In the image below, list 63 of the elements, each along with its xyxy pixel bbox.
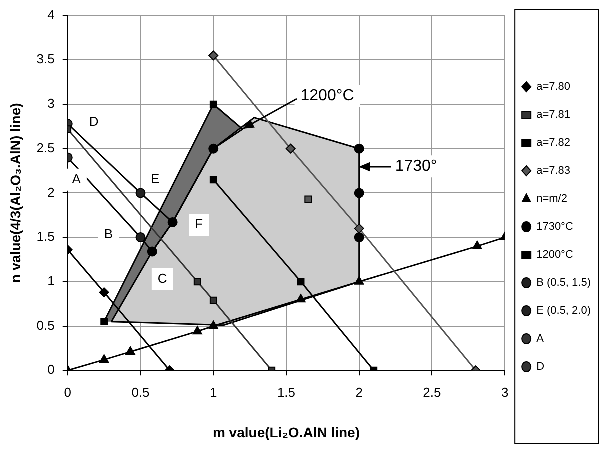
point — [354, 144, 364, 154]
point — [472, 240, 482, 250]
legend-label: D — [536, 361, 545, 374]
annotation: 1730° — [395, 158, 438, 175]
point — [354, 224, 364, 234]
annotation: 1200°C — [300, 88, 354, 105]
legend-label: a=7.81 — [536, 109, 571, 122]
x-tick-label: 0 — [64, 384, 72, 400]
point — [192, 326, 202, 335]
annotation: C — [158, 270, 168, 286]
legend-label: A — [536, 333, 545, 346]
point — [147, 246, 158, 257]
legend-label: 1730°C — [536, 221, 574, 234]
legend-label: 1200°C — [536, 249, 574, 262]
point — [296, 294, 306, 303]
point — [210, 176, 218, 184]
y-tick-label: 0.5 — [36, 318, 55, 333]
legend-label: B (0.5, 1.5) — [536, 277, 592, 290]
y-tick-label: 0 — [48, 362, 55, 378]
point — [297, 278, 305, 286]
point — [99, 354, 110, 363]
y-tick-label: 2 — [48, 184, 55, 200]
annotation: F — [195, 216, 204, 232]
annotation: A — [72, 171, 82, 186]
point — [208, 144, 219, 154]
point — [286, 144, 296, 154]
point — [354, 276, 364, 285]
point — [99, 288, 110, 298]
legend-label: E (0.5, 2.0) — [536, 305, 592, 318]
legend-label: a=7.80 — [536, 81, 571, 94]
point — [210, 296, 218, 304]
point — [210, 100, 218, 108]
annotation: E — [150, 171, 160, 186]
y-tick-label: 2.5 — [36, 140, 55, 156]
point — [136, 188, 146, 198]
annotation: D — [89, 114, 99, 129]
x-tick-label: 1.5 — [277, 384, 296, 400]
legend-label: a=7.82 — [536, 137, 571, 150]
x-tick-label: 1 — [210, 384, 218, 400]
point — [136, 232, 146, 243]
point — [208, 320, 218, 330]
y-axis-title: n value(4/3(Al₂O₃.AlN) line) — [7, 103, 24, 284]
point — [126, 346, 136, 355]
y-tick-label: 3 — [48, 96, 55, 112]
x-tick-label: 0.5 — [132, 384, 150, 400]
point — [168, 217, 178, 228]
y-tick-label: 3.5 — [36, 52, 55, 67]
legend-label: a=7.83 — [536, 165, 571, 178]
point — [208, 50, 219, 61]
point — [194, 278, 202, 286]
x-axis-title: m value(Li₂O.AlN line) — [212, 424, 360, 440]
annotation: B — [104, 226, 114, 242]
x-tick-label: 2.5 — [423, 384, 442, 400]
legend-label: n=m/2 — [536, 193, 568, 206]
point — [354, 188, 364, 198]
x-tick-label: 2 — [356, 384, 363, 400]
y-tick-label: 1.5 — [36, 229, 55, 244]
point — [100, 318, 108, 326]
y-tick-label: 1 — [48, 273, 55, 288]
y-tick-label: 4 — [48, 7, 55, 22]
point — [354, 232, 364, 243]
point — [304, 196, 312, 204]
x-tick-label: 3 — [501, 384, 509, 400]
